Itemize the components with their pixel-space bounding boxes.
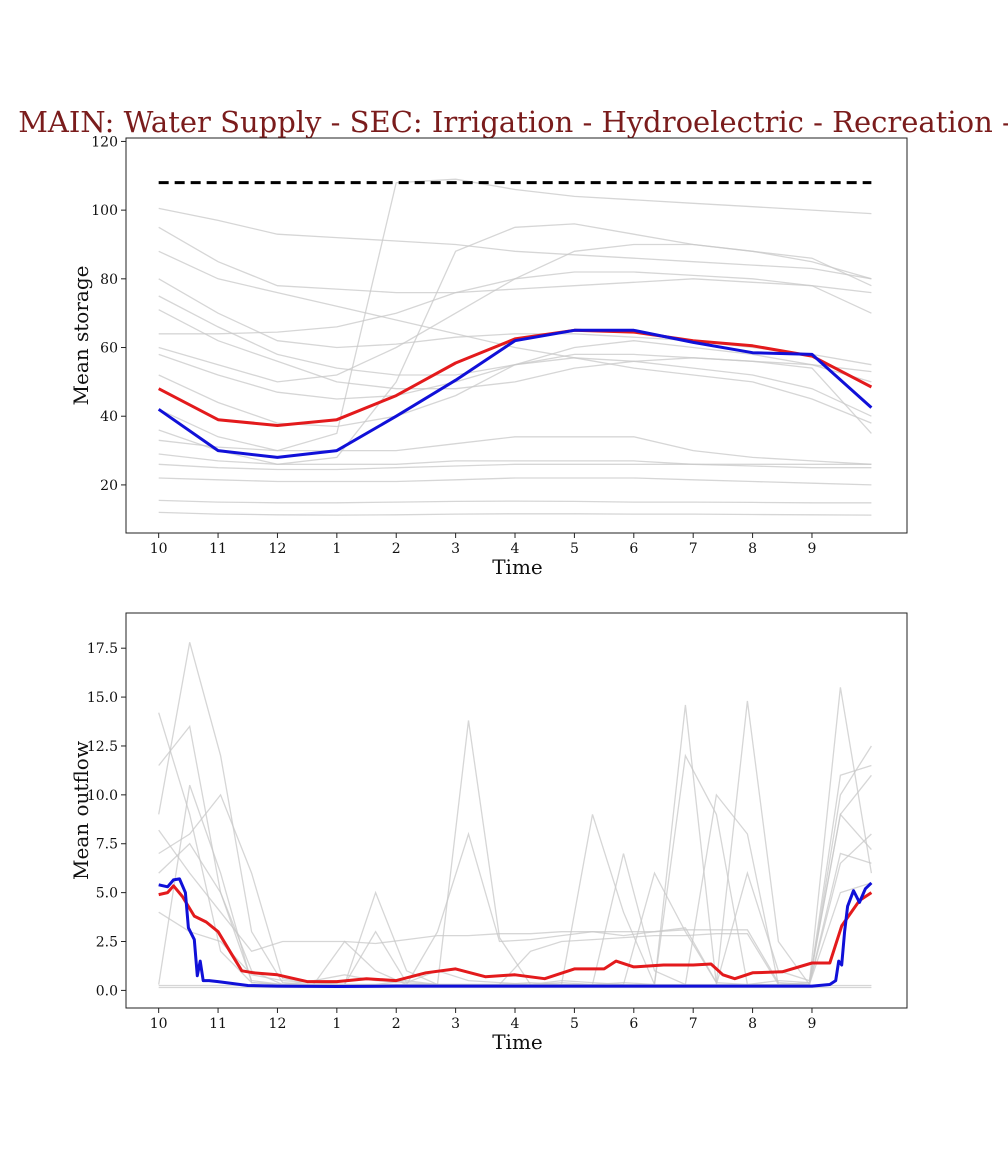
outflow-xtick-label: 4 bbox=[511, 1016, 520, 1032]
storage-yaxis-label: Mean storage bbox=[69, 266, 93, 406]
storage-xtick-label: 6 bbox=[629, 541, 638, 557]
storage-xtick-label: 4 bbox=[511, 541, 520, 557]
storage-ytick-label: 60 bbox=[100, 341, 118, 357]
storage-ytick-label: 120 bbox=[91, 134, 118, 150]
storage-xaxis-label: Time bbox=[492, 555, 543, 579]
storage-trace-10 bbox=[158, 223, 872, 465]
chart-title: MAIN: Water Supply - SEC: Irrigation - H… bbox=[18, 105, 1008, 139]
storage-xtick-label: 11 bbox=[209, 541, 227, 557]
outflow-ytick-label: 10.0 bbox=[87, 788, 118, 804]
outflow-xtick-label: 5 bbox=[570, 1016, 579, 1032]
outflow-xtick-label: 7 bbox=[689, 1016, 698, 1032]
storage-trace-16 bbox=[158, 511, 872, 516]
storage-trace-3 bbox=[158, 278, 872, 366]
outflow-ytick-label: 7.5 bbox=[96, 837, 118, 853]
storage-xtick-label: 5 bbox=[570, 541, 579, 557]
outflow-trace-5 bbox=[158, 793, 872, 986]
storage-xtick-label: 1 bbox=[332, 541, 341, 557]
storage-xtick-label: 8 bbox=[748, 541, 757, 557]
outflow-xaxis-label: Time bbox=[492, 1030, 543, 1054]
outflow-series-red bbox=[158, 884, 873, 984]
storage-trace-11 bbox=[158, 436, 872, 465]
storage-trace-17 bbox=[158, 243, 872, 383]
storage-trace-14 bbox=[158, 477, 872, 486]
outflow-plot-frame bbox=[125, 612, 908, 1009]
storage-ytick-label: 40 bbox=[100, 409, 118, 425]
outflow-trace-0 bbox=[158, 712, 872, 986]
storage-series-blue bbox=[157, 328, 873, 459]
outflow-ytick-label: 5.0 bbox=[96, 886, 118, 902]
outflow-xtick-label: 11 bbox=[209, 1016, 227, 1032]
outflow-ytick-label: 0.0 bbox=[96, 983, 118, 999]
storage-trace-15 bbox=[158, 499, 872, 504]
storage-trace-5 bbox=[158, 309, 872, 434]
storage-trace-9 bbox=[158, 178, 872, 452]
outflow-series-blue bbox=[158, 877, 873, 988]
outflow-xtick-label: 10 bbox=[150, 1016, 168, 1032]
outflow-trace-4 bbox=[158, 829, 872, 986]
outflow-trace-7 bbox=[158, 745, 872, 986]
storage-ytick-label: 100 bbox=[91, 203, 118, 219]
outflow-yaxis-label: Mean outflow bbox=[69, 741, 93, 880]
storage-xtick-label: 3 bbox=[451, 541, 460, 557]
outflow-xtick-label: 1 bbox=[332, 1016, 341, 1032]
storage-ytick-label: 20 bbox=[100, 478, 118, 494]
outflow-trace-1 bbox=[158, 700, 872, 987]
outflow-xtick-label: 6 bbox=[629, 1016, 638, 1032]
storage-trace-2 bbox=[158, 250, 872, 424]
outflow-xtick-label: 9 bbox=[808, 1016, 817, 1032]
outflow-xtick-label: 2 bbox=[392, 1016, 401, 1032]
storage-trace-13 bbox=[158, 463, 872, 471]
outflow-ytick-label: 2.5 bbox=[96, 935, 118, 951]
storage-trace-8 bbox=[158, 340, 872, 428]
storage-trace-12 bbox=[158, 453, 872, 465]
storage-series-red bbox=[158, 328, 873, 427]
outflow-xtick-label: 12 bbox=[269, 1016, 287, 1032]
storage-xtick-label: 2 bbox=[392, 541, 401, 557]
storage-xtick-label: 12 bbox=[269, 541, 287, 557]
storage-plot-frame bbox=[125, 137, 908, 534]
storage-xtick-label: 9 bbox=[808, 541, 817, 557]
outflow-xtick-label: 3 bbox=[451, 1016, 460, 1032]
storage-trace-0 bbox=[158, 207, 872, 280]
storage-trace-1 bbox=[158, 226, 872, 294]
storage-xtick-label: 10 bbox=[150, 541, 168, 557]
outflow-ytick-label: 17.5 bbox=[87, 641, 118, 657]
outflow-trace-6 bbox=[158, 882, 872, 986]
storage-trace-7 bbox=[158, 353, 872, 400]
storage-ytick-label: 80 bbox=[100, 272, 118, 288]
outflow-xtick-label: 8 bbox=[748, 1016, 757, 1032]
outflow-panel: 10 11 12 1 2 3 4 5 6 7 8 90.02.55.07.510.012.515.01… bbox=[69, 612, 908, 1054]
storage-xtick-label: 7 bbox=[689, 541, 698, 557]
outflow-ytick-label: 15.0 bbox=[87, 690, 118, 706]
outflow-ytick-label: 12.5 bbox=[87, 739, 118, 755]
